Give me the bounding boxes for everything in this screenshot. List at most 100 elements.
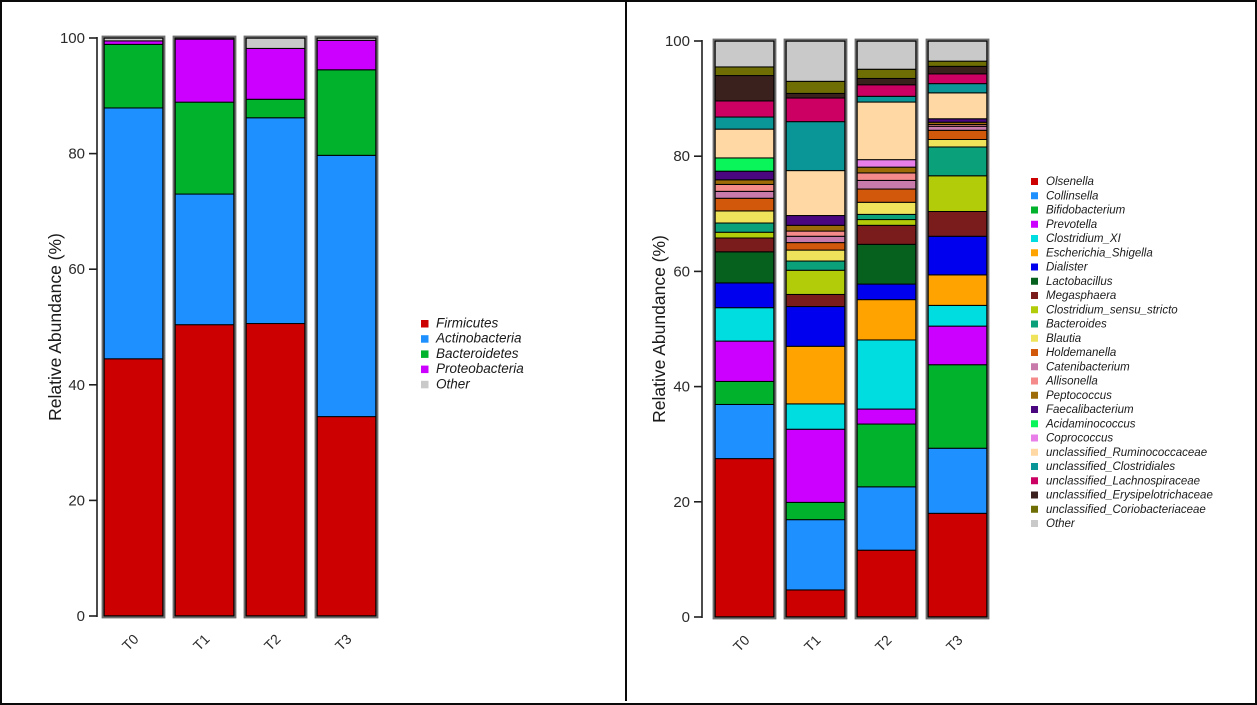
bar-segment-Other	[245, 37, 306, 49]
bar-segment-unclassified_Coriobacteriaceae	[785, 80, 846, 94]
bar-outline-outer	[101, 35, 166, 619]
bar-segment-unclassified_Ruminococcaceae	[785, 170, 846, 217]
bar-segment-unclassified_Ruminococcaceae	[856, 101, 917, 161]
bar-segment-Proteobacteria	[245, 47, 306, 100]
legend-swatch-Prevotella	[1031, 220, 1038, 228]
legend-swatch-Lactobacillus	[1031, 277, 1038, 285]
legend-swatch-Holdemanella	[1031, 349, 1038, 356]
legend-label-Dialister: Dialister	[1046, 262, 1089, 274]
legend-swatch-unclassified_Erysipelotrichaceae	[1031, 491, 1038, 499]
bar-segment-Firmicutes	[245, 323, 306, 617]
legend-label-Other: Other	[436, 376, 470, 391]
x-category-label: T0	[119, 631, 142, 654]
legend-label-Bifidobacterium: Bifidobacterium	[1046, 205, 1126, 217]
legend-label-Prevotella: Prevotella	[1046, 219, 1097, 231]
bar-segment-unclassified_Lachnospiraceae	[714, 100, 775, 118]
bar-segment-Allisonella	[714, 183, 775, 192]
legend-label-unclassified_Lachnospiraceae: unclassified_Lachnospiraceae	[1046, 475, 1200, 487]
bar-segment-Bacteroides	[785, 260, 846, 271]
bar-segment-Other	[927, 40, 988, 62]
bar-segment-Coprococcus	[856, 159, 917, 168]
y-tick-label: 20	[673, 494, 690, 511]
y-tick-label: 80	[68, 146, 85, 163]
legend-label-Allisonella: Allisonella	[1045, 376, 1098, 388]
y-tick-label: 60	[673, 263, 690, 280]
legend-swatch-Proteobacteria	[421, 365, 429, 374]
bar-segment-Actinobacteria	[316, 154, 377, 418]
bar-outline-outer	[854, 38, 919, 620]
bar-segment-Bacteroidetes	[316, 69, 377, 156]
legend-label-Clostridium_XI: Clostridium_XI	[1046, 233, 1122, 245]
bar-segment-Prevotella	[714, 340, 775, 382]
bar-segment-Actinobacteria	[174, 193, 235, 326]
bar-segment-Prevotella	[927, 325, 988, 366]
y-tick-label: 60	[68, 261, 85, 278]
x-category-label: T2	[872, 632, 895, 655]
legend-label-Faecalibacterium: Faecalibacterium	[1046, 404, 1134, 416]
y-tick-label: 40	[673, 379, 690, 396]
bar-segment-Clostridium_XI	[927, 304, 988, 327]
bar-segment-Bacteroides	[856, 213, 917, 221]
bar-segment-Acidaminococcus	[714, 157, 775, 172]
bar-segment-unclassified_Clostridiales	[856, 95, 917, 103]
bar-segment-unclassified_Lachnospiraceae	[785, 97, 846, 123]
bar-outline-outer	[172, 35, 237, 619]
bar-segment-Blautia	[927, 138, 988, 148]
bar-segment-unclassified_Erysipelotrichaceae	[927, 65, 988, 75]
y-axis-title: Relative Abundance (%)	[45, 233, 65, 421]
bar-segment-Actinobacteria	[245, 117, 306, 325]
legend-swatch-Bacteroidetes	[421, 350, 429, 358]
bar-segment-Other	[856, 40, 917, 70]
bar-segment-Lactobacillus	[856, 243, 917, 285]
bar-segment-Faecalibacterium	[785, 215, 846, 226]
bar-outline	[927, 40, 988, 618]
legend-swatch-Acidaminococcus	[1031, 420, 1038, 428]
bar-segment-Other	[785, 40, 846, 82]
bar-segment-Allisonella	[856, 172, 917, 181]
legend-swatch-Faecalibacterium	[1031, 406, 1038, 413]
legend-swatch-Collinsella	[1031, 192, 1038, 200]
legend-label-Olsenella: Olsenella	[1046, 176, 1094, 188]
bar-segment-Clostridium_sensu_stricto	[856, 219, 917, 226]
legend-label-Blautia: Blautia	[1046, 333, 1081, 345]
bar-segment-Firmicutes	[174, 324, 235, 617]
bar-segment-Olsenella	[927, 512, 988, 618]
y-tick-label: 0	[682, 609, 690, 626]
legend-swatch-unclassified_Lachnospiraceae	[1031, 477, 1038, 485]
legend-label-unclassified_Ruminococcaceae: unclassified_Ruminococcaceae	[1046, 447, 1207, 459]
legend-swatch-Escherichia_Shigella	[1031, 249, 1038, 257]
bar-segment-Prevotella	[785, 428, 846, 503]
bar-outline	[856, 40, 917, 618]
legend-label-Firmicutes: Firmicutes	[436, 316, 499, 331]
legend-label-Acidaminococcus: Acidaminococcus	[1045, 418, 1136, 430]
legend-label-Clostridium_sensu_stricto: Clostridium_sensu_stricto	[1046, 304, 1178, 316]
bar-segment-Collinsella	[856, 486, 917, 551]
bar-segment-unclassified_Clostridiales	[927, 83, 988, 94]
bar-outline-outer	[712, 38, 777, 620]
legend-swatch-Clostridium_XI	[1031, 235, 1038, 242]
genus-stacked-bar-chart: 0 20 40 60 80 100 Relative Abundance (%) T0 T1 T2…	[649, 33, 1213, 655]
legend-label-Actinobacteria: Actinobacteria	[435, 331, 522, 346]
legend-label-Bacteroidetes: Bacteroidetes	[436, 346, 519, 361]
legend-swatch-Blautia	[1031, 334, 1038, 342]
bar-segment-Clostridium_XI	[785, 403, 846, 430]
bar-segment-Bacteroidetes	[174, 101, 235, 195]
bar-segment-Megasphaera	[714, 237, 775, 253]
legend-swatch-unclassified_Clostridiales	[1031, 463, 1038, 470]
bar-segment-Bifidobacterium	[714, 380, 775, 405]
legend-swatch-Clostridium_sensu_stricto	[1031, 306, 1038, 314]
legend-swatch-Other	[421, 380, 429, 389]
legend-swatch-Coprococcus	[1031, 434, 1038, 442]
bar-segment-unclassified_Coriobacteriaceae	[856, 68, 917, 79]
bar-segment-Clostridium_XI	[856, 339, 917, 410]
legend-swatch-Dialister	[1031, 263, 1038, 271]
bar-outline	[103, 37, 164, 617]
bar-segment-Megasphaera	[856, 224, 917, 245]
bar-segment-Holdemanella	[927, 129, 988, 140]
y-axis-title: Relative Abundance (%)	[649, 235, 669, 423]
bar-outline	[714, 40, 775, 618]
bar-segment-Bacteroidetes	[245, 98, 306, 119]
bar-segment-Olsenella	[714, 458, 775, 618]
legend-label-Megasphaera: Megasphaera	[1046, 290, 1116, 302]
bar-segment-Escherichia_Shigella	[856, 299, 917, 341]
